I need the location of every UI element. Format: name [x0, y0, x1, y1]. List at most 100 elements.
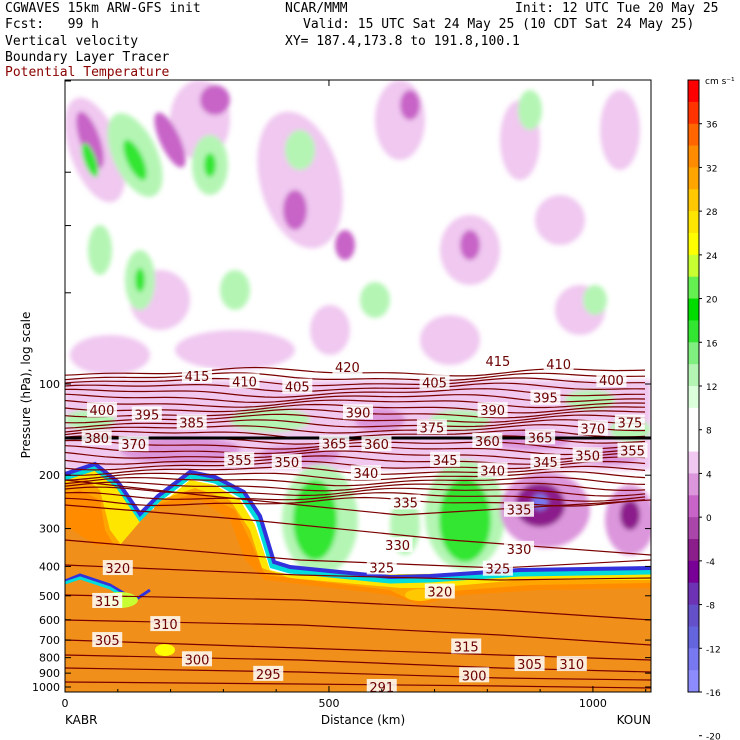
isentrope: [65, 439, 646, 450]
y-tick-label: 700: [39, 634, 60, 647]
isentrope-label: 390: [346, 406, 371, 421]
colorbar-tick-label: 36: [706, 121, 718, 131]
colorbar-swatch: [688, 648, 699, 671]
isentrope-label: 360: [475, 435, 500, 450]
isentrope-label: 415: [485, 355, 510, 370]
isentrope: [65, 445, 646, 456]
colorbar-swatch: [688, 101, 699, 125]
isentrope: [65, 594, 651, 621]
isentrope-label: 370: [581, 422, 606, 437]
y-tick-label: 800: [39, 652, 60, 665]
colorbar-tick-label: 12: [706, 383, 717, 393]
isentrope: [65, 667, 651, 681]
isentrope-label-bg: [390, 494, 421, 510]
isentrope-label-bg: [150, 616, 181, 632]
colorbar-swatch: [688, 670, 699, 693]
x-axis-label: Distance (km): [321, 713, 405, 727]
colorbar-swatch: [688, 342, 699, 365]
isentrope-label: 310: [153, 618, 178, 633]
isentrope: [65, 681, 651, 689]
colorbar-swatch: [688, 80, 699, 103]
isentrope-label-bg: [614, 414, 645, 430]
colorbar-tick-label: 32: [706, 164, 717, 174]
isentrope: [65, 424, 645, 434]
isentrope-label: 295: [256, 668, 281, 683]
isentrope-label: 325: [485, 563, 510, 578]
isentrope-label-bg: [350, 465, 381, 481]
endpoint-left-label: KABR: [65, 713, 97, 727]
y-tick-label: 1000: [32, 681, 60, 694]
colorbar-swatch: [688, 167, 699, 190]
colorbar-swatch: [688, 539, 699, 562]
isentrope-label: 355: [227, 454, 252, 469]
isentrope-label-bg: [382, 537, 413, 553]
isentrope-label: 335: [507, 504, 532, 519]
colorbar-swatch: [688, 123, 699, 147]
colorbar-tick-label: 16: [706, 339, 718, 349]
isentrope-label: 415: [185, 370, 210, 385]
isentrope: [65, 419, 646, 429]
isentrope-label: 390: [480, 404, 505, 419]
isentrope-label-bg: [459, 667, 490, 683]
colorbar-swatch: [688, 145, 699, 168]
y-tick-label: 600: [39, 614, 60, 627]
isentrope-label-bg: [271, 454, 302, 470]
isentrope-label: 375: [617, 417, 642, 432]
isentrope: [65, 476, 646, 487]
isentrope-label: 340: [354, 467, 379, 482]
isentrope-label-bg: [224, 451, 255, 467]
colorbar-tick-label: 0: [706, 514, 712, 524]
isentrope: [65, 619, 651, 646]
isentrope-label-bg: [514, 656, 545, 672]
colorbar-swatch: [688, 517, 699, 540]
isentrope-label: 400: [599, 374, 624, 389]
isentrope-label: 315: [95, 595, 120, 610]
isentrope-label-bg: [530, 389, 561, 405]
field-vertical-velocity: Vertical velocity: [5, 34, 139, 49]
colorbar-swatch: [688, 211, 699, 234]
isentrope-label: 360: [364, 438, 389, 453]
isentrope-label-bg: [477, 402, 508, 418]
isentrope-label-bg: [92, 632, 123, 648]
isentrope-label-bg: [229, 373, 260, 389]
isentrope-label: 365: [528, 431, 553, 446]
isentrope: [65, 486, 646, 497]
isentrope-label-bg: [419, 374, 450, 390]
model-title: CGWAVES 15km ARW-GFS init: [5, 1, 201, 16]
colorbar-swatch: [688, 276, 699, 300]
colorbar-swatch: [688, 429, 699, 453]
isentrope-label-bg: [530, 454, 561, 470]
isentrope-label: 380: [84, 432, 109, 447]
isentrope: [65, 496, 646, 507]
colorbar-tick-label: 8: [706, 427, 712, 437]
colorbar-swatch: [688, 189, 699, 212]
x-tick-label: 0: [62, 697, 69, 710]
isentrope-label: 305: [95, 634, 120, 649]
isentrope: [65, 377, 645, 387]
y-tick-label: 500: [39, 590, 60, 603]
isentrope-label-bg: [577, 420, 608, 436]
isentrope-label: 330: [385, 539, 410, 554]
colorbar-swatch: [688, 254, 699, 278]
isentrope-label: 310: [559, 658, 584, 673]
y-axis-label: Pressure (hPa), log scale: [19, 312, 33, 459]
colorbar-swatch: [688, 626, 699, 649]
isentrope-label-bg: [366, 559, 397, 575]
y-tick-label: 100: [39, 378, 60, 391]
isentrope-labels: 415 410 405 420 405 415 410 400 400 395 385 390 375 3…: [81, 353, 648, 692]
valid-time: Valid: 15 UTC Sat 24 May 25 (10 CDT Sat …: [303, 17, 695, 32]
isentrope-label: 335: [393, 496, 418, 511]
colorbar-tick-label: 20: [706, 296, 718, 306]
isentrope: [65, 372, 646, 382]
isentrope-label: 320: [427, 586, 452, 601]
isentrope-label: 330: [507, 543, 532, 558]
isentrope: [65, 564, 651, 581]
isentrope: [65, 491, 646, 502]
isentrope-label-bg: [282, 378, 313, 394]
isentrope-label-bg: [176, 414, 207, 430]
isentrope-label-bg: [361, 436, 392, 452]
isentrope-label: 320: [105, 562, 130, 577]
y-tick-label: 300: [39, 523, 60, 536]
isentrope-label-bg: [181, 651, 212, 667]
